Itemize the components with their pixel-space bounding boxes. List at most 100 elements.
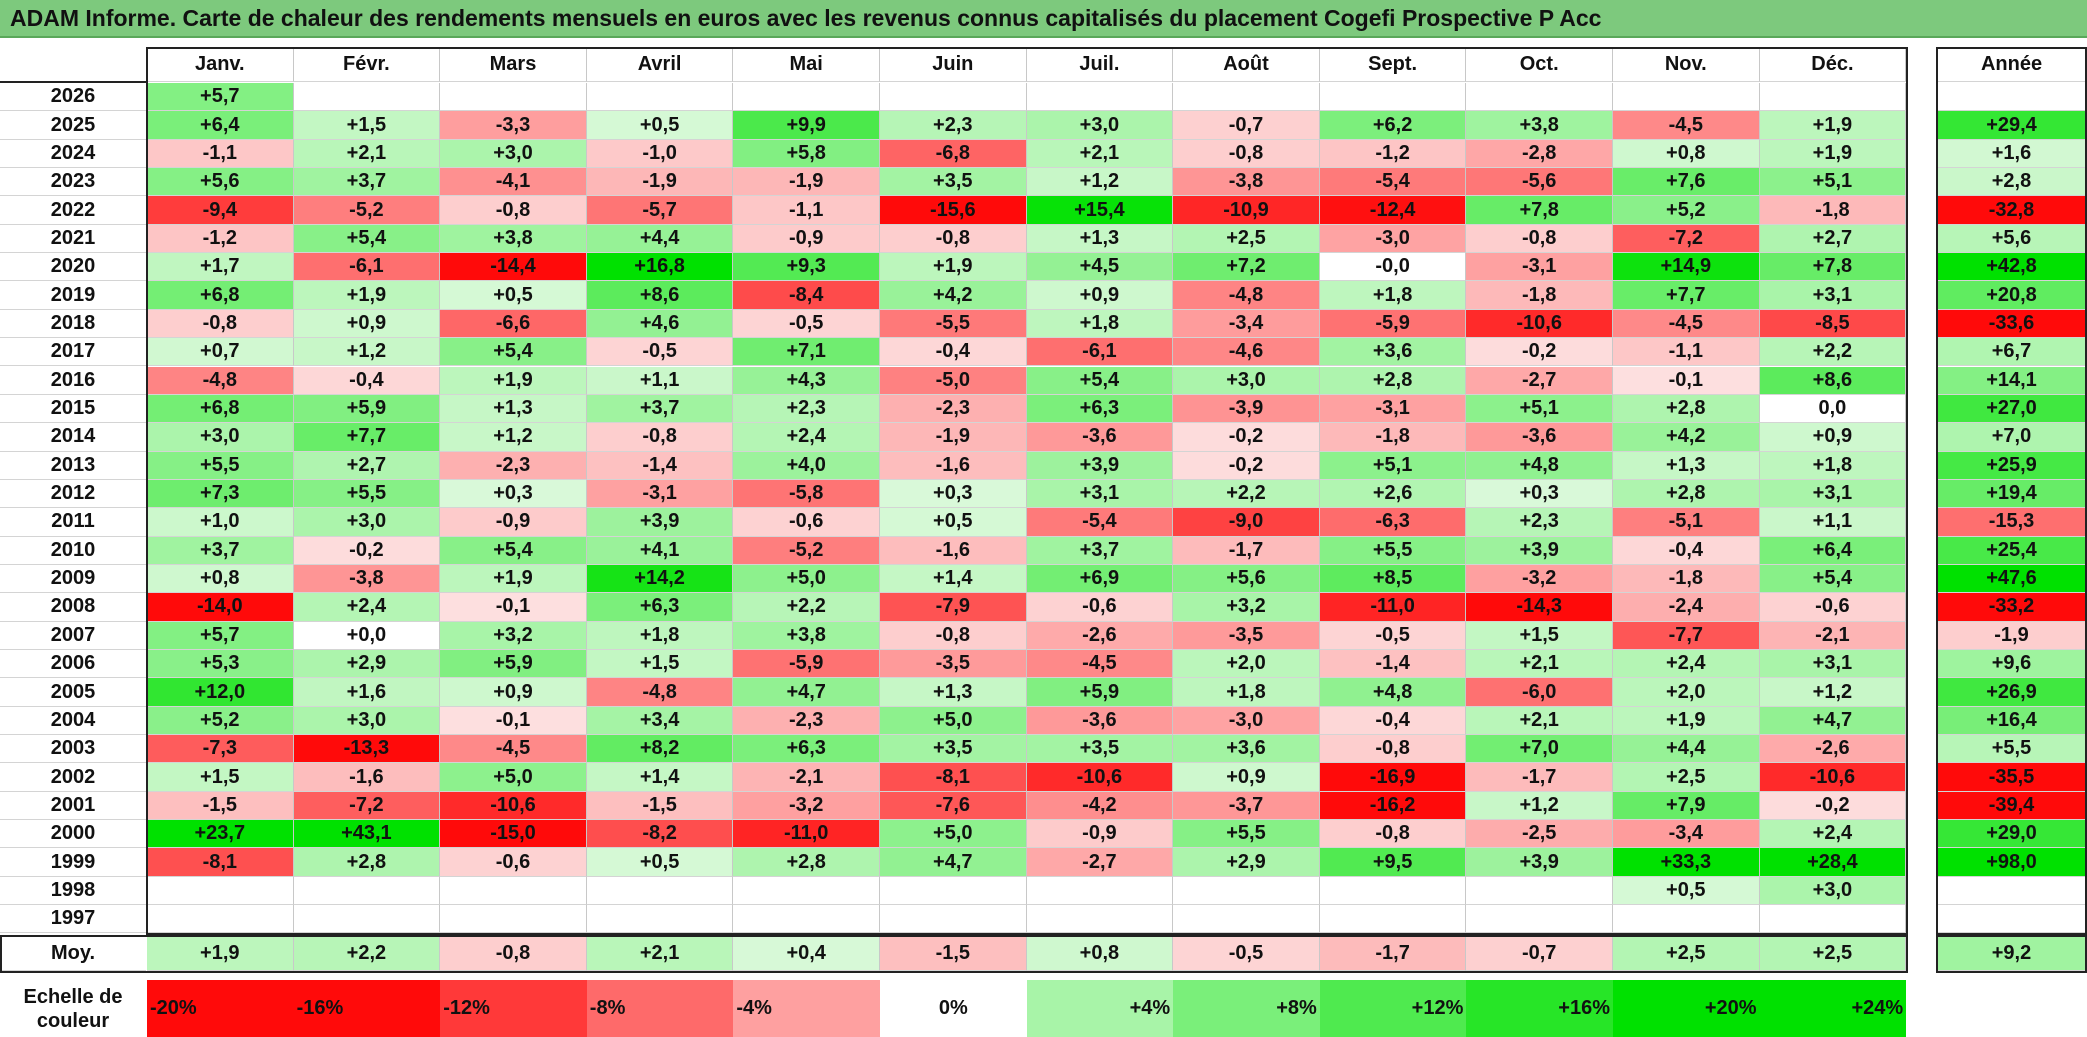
annual-cell: +5,5 <box>1937 735 2087 764</box>
heatmap-cell: -3,4 <box>1613 820 1760 849</box>
heatmap-cell: +3,2 <box>1173 593 1320 622</box>
color-scale-step: +24% <box>1759 980 1907 1037</box>
heatmap-cell: -7,2 <box>1613 224 1760 254</box>
year-label: 2004 <box>0 706 146 736</box>
heatmap-cell <box>586 83 734 112</box>
heatmap-cell: +1,5 <box>1466 621 1613 650</box>
heatmap-cell: -6,8 <box>880 139 1027 169</box>
average-cell: -0,7 <box>1466 937 1613 971</box>
heatmap-cell: -4,2 <box>1026 791 1174 821</box>
heatmap-cell: +0,8 <box>1613 139 1760 169</box>
heatmap-cell: +3,6 <box>1319 338 1467 367</box>
heatmap-cell: +2,5 <box>1613 763 1760 792</box>
heatmap-cell: +3,0 <box>1026 111 1174 140</box>
heatmap-cell: +3,1 <box>1759 281 1907 310</box>
heatmap-cell: +2,4 <box>293 593 441 622</box>
year-label: 2003 <box>0 735 146 764</box>
heatmap-cell: +33,3 <box>1613 848 1760 877</box>
year-label: 2014 <box>0 423 146 452</box>
heatmap-cell: +4,0 <box>733 451 880 480</box>
heatmap-cell: +5,5 <box>147 451 294 480</box>
heatmap-cell: -5,2 <box>733 536 880 565</box>
heatmap-cell: +1,3 <box>1613 451 1760 480</box>
heatmap-cell: -7,2 <box>293 791 441 821</box>
heatmap-cell <box>880 876 1027 906</box>
heatmap-cell: +0,3 <box>880 479 1027 509</box>
heatmap-cell <box>880 83 1027 112</box>
year-label: 2019 <box>0 281 146 310</box>
color-scale-step: 0% <box>880 980 1027 1037</box>
heatmap-cell: -0,1 <box>1613 366 1760 395</box>
heatmap-cell: +1,9 <box>880 253 1027 282</box>
heatmap-cell: -0,6 <box>733 508 880 537</box>
heatmap-cell <box>1173 905 1320 934</box>
color-scale-step: +8% <box>1173 980 1320 1037</box>
heatmap-cell: +5,4 <box>293 224 441 254</box>
year-label: 2006 <box>0 650 146 679</box>
heatmap-cell: +5,4 <box>1759 564 1907 594</box>
heatmap-cell: +4,4 <box>1613 735 1760 764</box>
annual-cell: +25,9 <box>1937 451 2087 480</box>
color-scale-step: +12% <box>1319 980 1467 1037</box>
heatmap-cell: -16,9 <box>1319 763 1467 792</box>
average-cell: -0,5 <box>1173 937 1320 971</box>
year-label: 2023 <box>0 168 146 197</box>
heatmap-cell: +2,0 <box>1613 678 1760 707</box>
heatmap-cell: -14,4 <box>440 253 587 282</box>
heatmap-cell: -14,3 <box>1466 593 1613 622</box>
heatmap-cell <box>1026 876 1174 906</box>
heatmap-cell: -5,1 <box>1613 508 1760 537</box>
heatmap-cell: -7,6 <box>880 791 1027 821</box>
heatmap-cell: -6,1 <box>293 253 441 282</box>
heatmap-cell: -1,1 <box>1613 338 1760 367</box>
annual-cell: +14,1 <box>1937 366 2087 395</box>
chart-title: ADAM Informe. Carte de chaleur des rende… <box>10 5 1602 31</box>
annual-cell: +7,0 <box>1937 423 2087 452</box>
heatmap-cell: -3,0 <box>1173 706 1320 736</box>
heatmap-cell <box>1319 876 1467 906</box>
month-header-6: Juin <box>880 48 1027 82</box>
heatmap-cell: +0,9 <box>1173 763 1320 792</box>
heatmap-cell: -12,4 <box>1319 196 1467 225</box>
heatmap-cell: -4,8 <box>1173 281 1320 310</box>
heatmap-cell: +7,3 <box>147 479 294 509</box>
heatmap-cell: -6,6 <box>440 309 587 339</box>
heatmap-cell: -0,8 <box>1319 820 1467 849</box>
heatmap-cell: -0,6 <box>440 848 587 877</box>
annual-cell: +1,6 <box>1937 139 2087 169</box>
heatmap-cell: +7,2 <box>1173 253 1320 282</box>
heatmap-cell: -4,1 <box>440 168 587 197</box>
heatmap-cell: +15,4 <box>1026 196 1174 225</box>
heatmap-cell: -1,2 <box>147 224 294 254</box>
year-label: 2007 <box>0 621 146 650</box>
heatmap-cell: -5,2 <box>293 196 441 225</box>
heatmap-cell <box>1613 83 1760 112</box>
heatmap-cell: +8,6 <box>586 281 734 310</box>
heatmap-cell: -1,5 <box>147 791 294 821</box>
month-header-8: Août <box>1173 48 1320 82</box>
heatmap-cell: -9,4 <box>147 196 294 225</box>
year-column-separator <box>0 81 147 83</box>
heatmap-cell: +3,0 <box>293 706 441 736</box>
heatmap-cell: -2,6 <box>1026 621 1174 650</box>
heatmap-cell: +5,5 <box>1173 820 1320 849</box>
heatmap-cell: -4,6 <box>1173 338 1320 367</box>
heatmap-cell: +3,0 <box>293 508 441 537</box>
year-label: 2012 <box>0 479 146 509</box>
heatmap-cell: +3,5 <box>880 735 1027 764</box>
heatmap-cell: -0,8 <box>147 309 294 339</box>
heatmap-cell: +5,0 <box>880 706 1027 736</box>
heatmap-cell: +5,1 <box>1466 394 1613 424</box>
heatmap-cell: -4,5 <box>1613 111 1760 140</box>
heatmap-cell: +2,3 <box>733 394 880 424</box>
heatmap-cell: -3,6 <box>1466 423 1613 452</box>
heatmap-cell: -4,8 <box>147 366 294 395</box>
heatmap-cell: +5,7 <box>147 83 294 112</box>
heatmap-cell: +1,1 <box>586 366 734 395</box>
heatmap-cell: -5,0 <box>880 366 1027 395</box>
heatmap-cell: +1,8 <box>1319 281 1467 310</box>
heatmap-cell: -3,6 <box>1026 423 1174 452</box>
month-header-11: Nov. <box>1613 48 1760 82</box>
heatmap-cell: +0,8 <box>147 564 294 594</box>
